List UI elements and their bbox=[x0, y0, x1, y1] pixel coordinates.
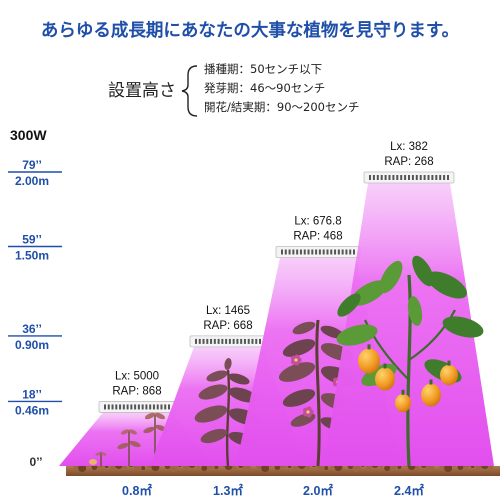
installation-stage-flowering: 開花/結実期：90～200センチ bbox=[204, 100, 359, 114]
soil-clump bbox=[141, 466, 146, 470]
height-tick-inch: 18’’ bbox=[22, 387, 42, 401]
grow-light-column: Lx: 382 RAP: 268 2.4㎡ bbox=[324, 141, 494, 498]
leaf bbox=[198, 384, 228, 400]
rap-reading: RAP: 868 bbox=[112, 385, 161, 397]
rap-reading: RAP: 668 bbox=[203, 320, 252, 332]
height-tick-metric: 1.50m bbox=[15, 249, 49, 263]
pepper-fruit-icon bbox=[440, 360, 458, 386]
pepper-fruit-icon bbox=[358, 344, 380, 374]
leaf bbox=[224, 358, 232, 370]
height-tick: 36’’ 0.90m bbox=[8, 322, 62, 352]
coverage-area-label: 1.3㎡ bbox=[213, 483, 243, 498]
installation-stage-sowing: 播種期：50センチ以下 bbox=[204, 62, 322, 76]
leaf bbox=[282, 389, 316, 407]
leaf bbox=[412, 255, 434, 287]
lux-reading: Lx: 382 bbox=[390, 141, 428, 153]
height-tick-metric: 0.46m bbox=[15, 403, 49, 417]
soil-clump bbox=[475, 465, 482, 471]
coverage-area-label: 0.8㎡ bbox=[122, 483, 152, 498]
leaf bbox=[100, 452, 107, 456]
grow-lamp-icon bbox=[98, 401, 176, 413]
coverage-area-label: 2.4㎡ bbox=[394, 483, 424, 498]
grow-lamp-icon bbox=[275, 246, 361, 258]
soil-clump bbox=[324, 466, 329, 470]
leaf bbox=[95, 452, 102, 456]
lux-reading: Lx: 1465 bbox=[206, 305, 250, 317]
height-zero-label: 0’’ bbox=[30, 455, 43, 469]
coverage-area-label: 2.0㎡ bbox=[303, 483, 333, 498]
pepper-fruit-icon bbox=[375, 363, 395, 391]
rap-reading: RAP: 468 bbox=[293, 231, 342, 243]
leaf bbox=[120, 429, 130, 435]
grow-lamp-icon bbox=[363, 171, 455, 184]
leaf bbox=[144, 412, 156, 420]
leaf bbox=[292, 321, 316, 335]
soil-clump bbox=[109, 465, 116, 471]
plant-stem bbox=[315, 319, 321, 467]
installation-stage-germination: 発芽期：46～90センチ bbox=[204, 81, 325, 95]
soil-clump bbox=[232, 466, 237, 470]
plant-stem bbox=[225, 369, 231, 467]
grow-light-columns: Lx: 5000 RAP: 868 0.8㎡ Lx: 1465 RAP: 668 1.3㎡… bbox=[59, 141, 494, 498]
seed bbox=[89, 459, 97, 465]
leaf bbox=[442, 316, 484, 338]
soil-strip bbox=[66, 466, 500, 476]
leaf bbox=[336, 324, 378, 346]
rap-reading: RAP: 268 bbox=[384, 156, 433, 168]
leaf bbox=[117, 442, 129, 450]
soil-clump bbox=[201, 465, 208, 471]
grow-lamp-icon bbox=[189, 335, 267, 348]
leaf bbox=[337, 293, 361, 317]
leaf bbox=[206, 370, 228, 382]
height-scale: 79’’ 2.00m 59’’ 1.50m 36’’ 0.90m 18’’ 0.46m 0’’ bbox=[8, 158, 62, 469]
leaf bbox=[129, 440, 141, 448]
installation-height-guide: 設置高さ 播種期：50センチ以下 発芽期：46～90センチ 開花/結実期：90～… bbox=[108, 62, 359, 117]
lux-reading: Lx: 676.8 bbox=[294, 216, 341, 228]
flower-icon bbox=[302, 406, 314, 418]
leaf bbox=[128, 429, 138, 435]
leaf bbox=[379, 260, 403, 294]
leaf bbox=[143, 426, 155, 434]
soil-clump bbox=[415, 466, 420, 470]
headline: あらゆる成長期にあなたの大事な植物を見守ります。 bbox=[41, 20, 459, 41]
leaf bbox=[320, 325, 344, 339]
leaf bbox=[407, 296, 423, 326]
plant-fruiting bbox=[336, 255, 484, 467]
leaf bbox=[194, 405, 228, 423]
leaf bbox=[228, 373, 250, 385]
height-tick: 59’’ 1.50m bbox=[8, 233, 62, 263]
pepper-fruit-icon bbox=[395, 389, 411, 413]
leaf bbox=[427, 271, 467, 299]
plant-stem bbox=[406, 274, 412, 467]
flower-icon bbox=[290, 354, 302, 366]
pepper-fruit-icon bbox=[421, 379, 441, 407]
soil-clump bbox=[292, 465, 299, 471]
leaf bbox=[200, 428, 228, 444]
leaf bbox=[282, 339, 316, 357]
height-tick-metric: 0.90m bbox=[15, 338, 49, 352]
height-tick: 18’’ 0.46m bbox=[8, 387, 62, 417]
plant-branch bbox=[408, 309, 456, 361]
leaf bbox=[154, 412, 166, 420]
soil-clump bbox=[384, 465, 391, 471]
leaf bbox=[278, 362, 316, 382]
wattage-label: 300W bbox=[10, 127, 47, 143]
height-tick-metric: 2.00m bbox=[15, 174, 49, 188]
brace-icon bbox=[181, 65, 198, 117]
height-tick-inch: 36’’ bbox=[22, 322, 42, 336]
height-tick: 79’’ 2.00m bbox=[8, 158, 62, 188]
lux-reading: Lx: 5000 bbox=[115, 370, 159, 382]
height-tick-inch: 59’’ bbox=[22, 233, 42, 247]
installation-label: 設置高さ bbox=[108, 81, 176, 101]
height-tick-inch: 79’’ bbox=[22, 158, 42, 172]
